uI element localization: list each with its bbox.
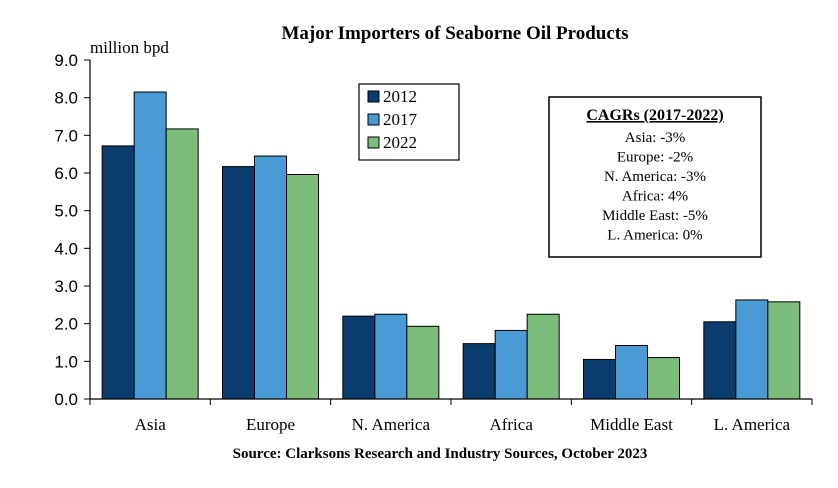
bar-2022-europe	[286, 174, 319, 400]
y-tick-label: 4.0	[54, 239, 78, 258]
bar-2022-l-america	[767, 301, 801, 400]
y-tick-label: 6.0	[54, 164, 78, 183]
annotation-line: L. America: 0%	[607, 228, 702, 244]
bar-2012-asia	[101, 145, 135, 400]
annotation-line: Europe: -2%	[617, 150, 693, 166]
bar-2017-n-america	[374, 313, 408, 400]
y-axis-ticks: 0.0 1.0 2.0 3.0 4.0 5.0 6.0 7.0 8.0 9.0	[54, 51, 90, 409]
y-tick-label: 9.0	[54, 51, 78, 70]
y-tick-label: 2.0	[54, 315, 78, 334]
legend-swatch-2012	[367, 90, 380, 103]
source-note: Source: Clarksons Research and Industry …	[233, 446, 648, 462]
x-tick-label: L. America	[714, 415, 791, 434]
cagr-annotation-box: CAGRs (2017-2022) Asia: -3% Europe: -2% N. …	[548, 96, 762, 258]
annotation-title: CAGRs (2017-2022)	[586, 107, 723, 124]
annotation-line: Middle East: -5%	[602, 208, 708, 224]
bar-2022-n-america	[406, 325, 440, 400]
legend-label-2022: 2022	[383, 133, 417, 152]
x-tick-label: Asia	[135, 415, 167, 434]
legend-swatch-2017	[367, 113, 380, 126]
chart-title: Major Importers of Seaborne Oil Products	[281, 23, 628, 44]
y-tick-label: 8.0	[54, 89, 78, 108]
bar-2017-europe	[254, 155, 287, 400]
bar-2012-europe	[222, 166, 255, 400]
bar-2017-asia	[133, 91, 167, 400]
y-tick-label: 0.0	[54, 390, 78, 409]
x-tick-label: Africa	[489, 415, 533, 434]
bar-2012-middle-east	[583, 358, 616, 400]
legend-label-2012: 2012	[383, 87, 417, 106]
bar-2012-l-america	[703, 321, 737, 400]
bar-2022-africa	[526, 313, 560, 400]
legend-swatch-2022	[367, 136, 380, 149]
bar-2017-middle-east	[615, 345, 648, 400]
annotation-line: Asia: -3%	[625, 130, 685, 146]
legend-label-2017: 2017	[383, 110, 418, 129]
axes	[89, 60, 813, 405]
annotation-box	[548, 96, 762, 258]
x-tick-label: N. America	[352, 415, 431, 434]
x-tick-label: Middle East	[590, 415, 673, 434]
bar-2012-n-america	[342, 315, 376, 400]
y-tick-label: 5.0	[54, 202, 78, 221]
bar-2022-asia	[165, 128, 199, 400]
bar-2017-l-america	[735, 299, 769, 400]
bar-2022-middle-east	[647, 357, 680, 400]
bar-2012-africa	[462, 343, 496, 400]
x-axis-labels: Asia Europe N. America Africa Middle East L. …	[135, 415, 791, 434]
y-axis-label: million bpd	[90, 38, 169, 57]
y-tick-label: 7.0	[54, 126, 78, 145]
y-tick-label: 1.0	[54, 352, 78, 371]
y-tick-label: 3.0	[54, 277, 78, 296]
legend: 2012 2017 2022	[358, 83, 460, 161]
bar-2017-africa	[494, 329, 528, 400]
annotation-line: N. America: -3%	[604, 169, 706, 185]
x-tick-label: Europe	[246, 415, 295, 434]
annotation-line: Africa: 4%	[622, 189, 688, 205]
